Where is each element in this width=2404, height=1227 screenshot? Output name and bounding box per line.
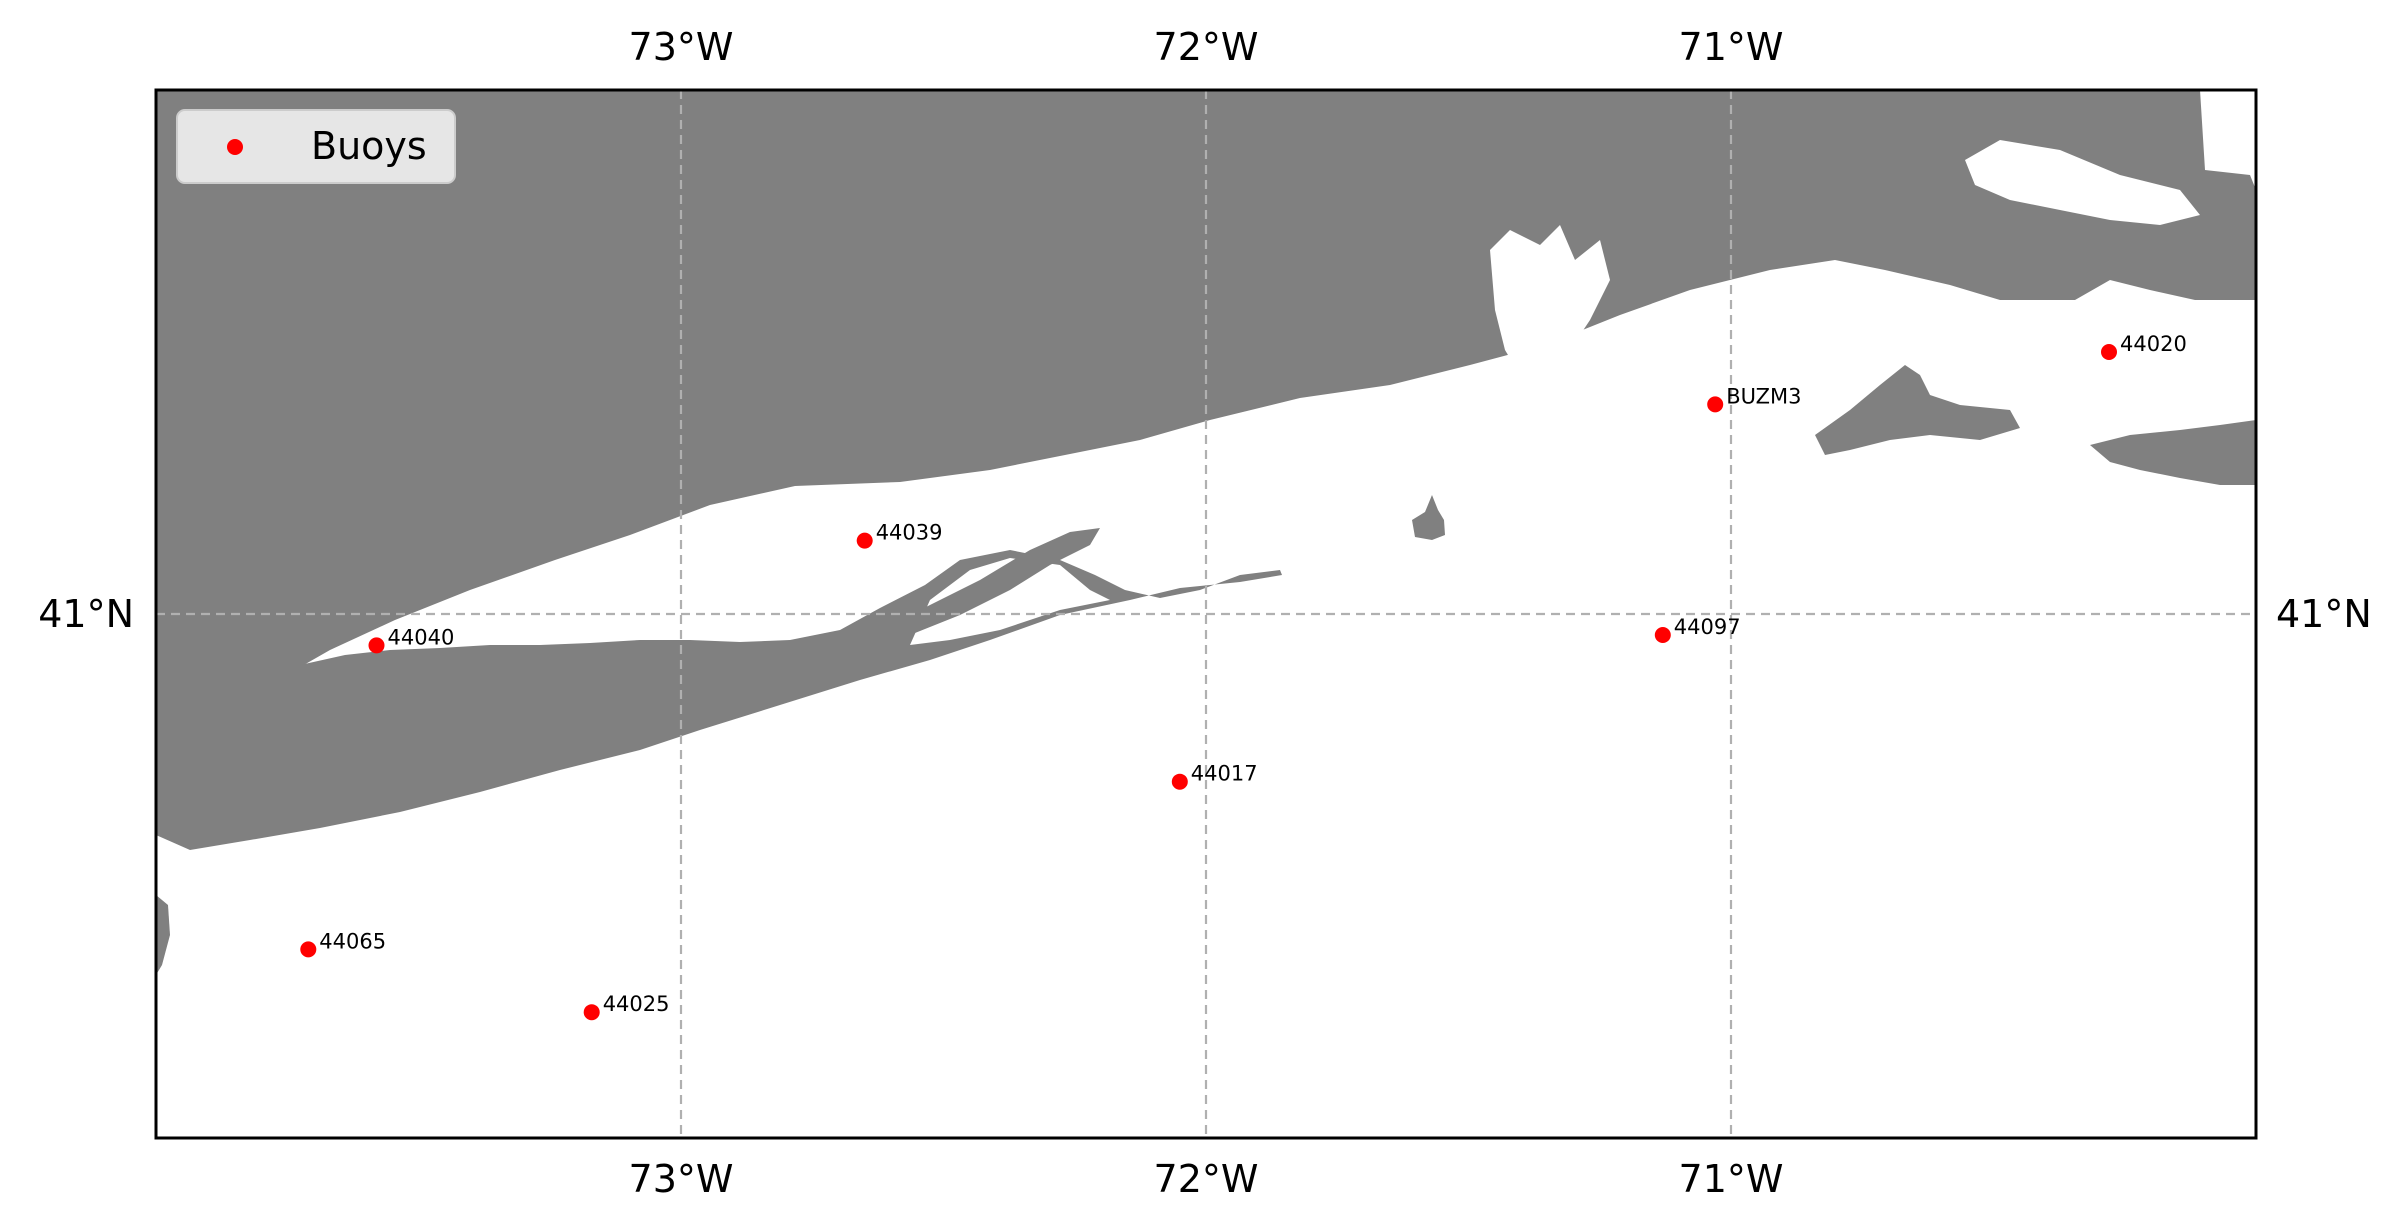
- buoy-label-44020: 44020: [2120, 332, 2187, 356]
- cape-cod-bay-water: [1965, 140, 2200, 225]
- legend: Buoys: [176, 109, 456, 184]
- lon-tick-top-71: 71°W: [1679, 25, 1784, 69]
- lon-tick-top-72: 72°W: [1154, 25, 1259, 69]
- gridlines: [156, 90, 2256, 1138]
- buoy-marker-44039: [856, 532, 873, 549]
- narragansett-bay-water: [1490, 225, 1610, 375]
- marthas-vineyard-landmass: [1815, 365, 2020, 455]
- mainland-landmass: [156, 90, 2256, 790]
- lat-tick-right-41: 41°N: [2276, 592, 2372, 636]
- staten-island-landmass: [156, 895, 170, 975]
- legend-box: [176, 109, 456, 184]
- buoy-marker-44020: [2101, 344, 2117, 360]
- lon-tick-top-73: 73°W: [629, 25, 734, 69]
- south-fork-water-gap: [910, 558, 1110, 645]
- lon-tick-bottom-71: 71°W: [1679, 1157, 1784, 1201]
- nantucket-landmass: [2090, 420, 2256, 485]
- buoy-marker-buzm3: [1707, 396, 1724, 413]
- buzzards-bay-water: [1700, 320, 1920, 410]
- buoy-label-44017: 44017: [1191, 762, 1258, 786]
- legend-label: Buoys: [311, 124, 427, 168]
- buoy-marker-44025: [583, 1004, 600, 1021]
- map-layer: [156, 90, 2256, 975]
- buoy-marker-44017: [1171, 773, 1188, 790]
- axes-frame: [154, 88, 2258, 1140]
- buoy-label-buzm3: BUZM3: [1726, 384, 1801, 408]
- buoy-label-44065: 44065: [319, 929, 386, 953]
- lon-tick-bottom-72: 72°W: [1154, 1157, 1259, 1201]
- buoy-label-44039: 44039: [876, 521, 943, 545]
- lat-tick-left-41: 41°N: [38, 592, 134, 636]
- buoy-marker-44065: [300, 941, 317, 958]
- north-fork-landmass: [870, 528, 1100, 645]
- buoy-label-44025: 44025: [603, 992, 670, 1016]
- buoy-label-44040: 44040: [388, 625, 455, 649]
- buoy-marker-44040: [368, 637, 385, 654]
- buoy-layer: 44020 BUZM3 44039 44040 44097 44017 44065 44025: [300, 332, 2187, 1021]
- tick-labels: 73°W 72°W 71°W 73°W 72°W 71°W 41°N 41°N: [38, 25, 2372, 1201]
- buoy-marker-44097: [1654, 627, 1671, 643]
- buoy-label-44097: 44097: [1674, 615, 1741, 639]
- legend-marker: [227, 139, 243, 155]
- block-island-landmass: [1412, 495, 1445, 540]
- lon-tick-bottom-73: 73°W: [629, 1157, 734, 1201]
